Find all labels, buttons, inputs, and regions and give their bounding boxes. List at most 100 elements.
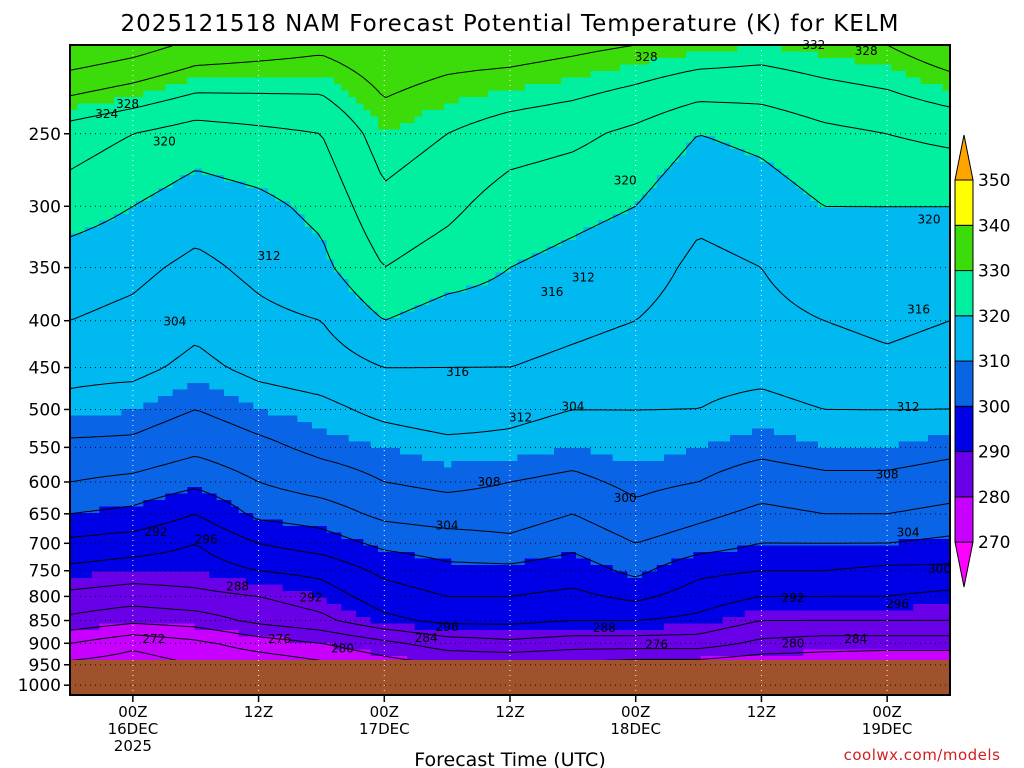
- chart-title: 2025121518 NAM Forecast Potential Temper…: [121, 11, 900, 37]
- contour-fill-cell: [150, 597, 159, 605]
- contour-fill-cell: [392, 155, 401, 163]
- contour-fill-cell: [172, 487, 181, 495]
- contour-fill-cell: [158, 253, 166, 261]
- contour-fill-cell: [209, 103, 218, 111]
- contour-fill-cell: [187, 155, 196, 163]
- contour-fill-cell: [356, 578, 364, 586]
- contour-fill-cell: [304, 194, 313, 202]
- contour-fill-cell: [231, 500, 240, 508]
- contour-fill-cell: [216, 305, 225, 313]
- contour-fill-cell: [348, 376, 357, 384]
- contour-fill-cell: [326, 64, 335, 72]
- contour-fill-cell: [414, 77, 423, 85]
- contour-fill-cell: [121, 467, 130, 475]
- contour-fill-cell: [209, 305, 218, 313]
- contour-fill-cell: [385, 123, 394, 131]
- contour-fill-cell: [370, 253, 379, 261]
- contour-fill-cell: [194, 428, 203, 436]
- contour-fill-cell: [275, 45, 284, 53]
- contour-fill-cell: [136, 532, 144, 540]
- contour-fill-cell: [334, 487, 342, 495]
- contour-fill-cell: [370, 363, 379, 371]
- contour-fill-cell: [312, 578, 320, 586]
- contour-fill-cell: [136, 259, 144, 267]
- contour-fill-cell: [92, 545, 100, 553]
- contour-fill-cell: [238, 552, 247, 560]
- contour-fill-cell: [275, 279, 284, 287]
- contour-fill-cell: [312, 279, 320, 287]
- contour-fill-cell: [290, 532, 298, 540]
- contour-fill-cell: [202, 253, 210, 261]
- contour-fill-cell: [180, 129, 188, 137]
- contour-fill-cell: [422, 474, 430, 482]
- contour-fill-cell: [77, 311, 86, 319]
- contour-fill-cell: [356, 51, 364, 59]
- contour-fill-cell: [400, 58, 408, 66]
- contour-fill-cell: [143, 370, 152, 378]
- contour-fill-cell: [172, 298, 181, 306]
- contour-fill-cell: [304, 649, 313, 657]
- contour-fill-cell: [143, 103, 152, 111]
- contour-fill-cell: [158, 240, 166, 248]
- contour-fill-cell: [326, 539, 335, 547]
- contour-fill-cell: [400, 376, 408, 384]
- contour-fill-cell: [77, 168, 86, 176]
- contour-fill-cell: [268, 233, 276, 241]
- contour-fill-cell: [268, 116, 276, 124]
- contour-fill-cell: [356, 571, 364, 579]
- contour-fill-cell: [348, 526, 357, 534]
- contour-fill-cell: [363, 272, 372, 280]
- contour-fill-cell: [136, 97, 144, 105]
- contour-fill-cell: [400, 298, 408, 306]
- contour-fill-cell: [136, 201, 144, 209]
- contour-fill-cell: [290, 129, 298, 137]
- contour-fill-cell: [407, 324, 416, 332]
- contour-fill-cell: [209, 298, 218, 306]
- contour-fill-cell: [172, 526, 181, 534]
- contour-fill-cell: [429, 617, 438, 625]
- contour-fill-cell: [268, 454, 276, 462]
- contour-fill-cell: [341, 370, 350, 378]
- contour-fill-cell: [268, 259, 276, 267]
- contour-fill-cell: [422, 396, 430, 404]
- contour-fill-cell: [304, 487, 313, 495]
- contour-fill-cell: [84, 77, 93, 85]
- contour-fill-cell: [172, 181, 181, 189]
- contour-fill-cell: [385, 461, 394, 469]
- contour-fill-cell: [400, 604, 408, 612]
- contour-fill-cell: [150, 513, 159, 521]
- contour-fill-cell: [260, 201, 269, 209]
- contour-fill-cell: [70, 227, 78, 235]
- contour-fill-cell: [136, 84, 144, 92]
- contour-fill-cell: [304, 149, 313, 157]
- contour-fill-cell: [319, 500, 328, 508]
- contour-fill-cell: [70, 162, 78, 170]
- contour-fill-cell: [194, 454, 203, 462]
- contour-fill-cell: [187, 311, 196, 319]
- contour-fill-cell: [209, 539, 218, 547]
- contour-fill-cell: [92, 240, 100, 248]
- contour-fill-cell: [77, 97, 86, 105]
- contour-fill-cell: [326, 272, 335, 280]
- contour-fill-cell: [136, 357, 144, 365]
- contour-fill-cell: [209, 370, 218, 378]
- contour-fill-cell: [202, 318, 210, 326]
- contour-fill-cell: [378, 578, 386, 586]
- contour-fill-cell: [231, 513, 240, 521]
- contour-fill-cell: [282, 480, 291, 488]
- contour-fill-cell: [172, 643, 181, 651]
- contour-fill-cell: [290, 552, 298, 560]
- contour-fill-cell: [99, 168, 108, 176]
- contour-fill-cell: [84, 337, 93, 345]
- contour-fill-cell: [106, 506, 115, 514]
- contour-fill-cell: [363, 513, 372, 521]
- contour-fill-cell: [407, 506, 416, 514]
- contour-fill-cell: [290, 513, 298, 521]
- contour-fill-cell: [158, 331, 166, 339]
- contour-fill-cell: [194, 526, 203, 534]
- contour-fill-cell: [407, 318, 416, 326]
- contour-fill-cell: [253, 350, 262, 358]
- contour-fill-cell: [172, 45, 181, 53]
- contour-fill-cell: [121, 610, 130, 618]
- contour-fill-cell: [187, 51, 196, 59]
